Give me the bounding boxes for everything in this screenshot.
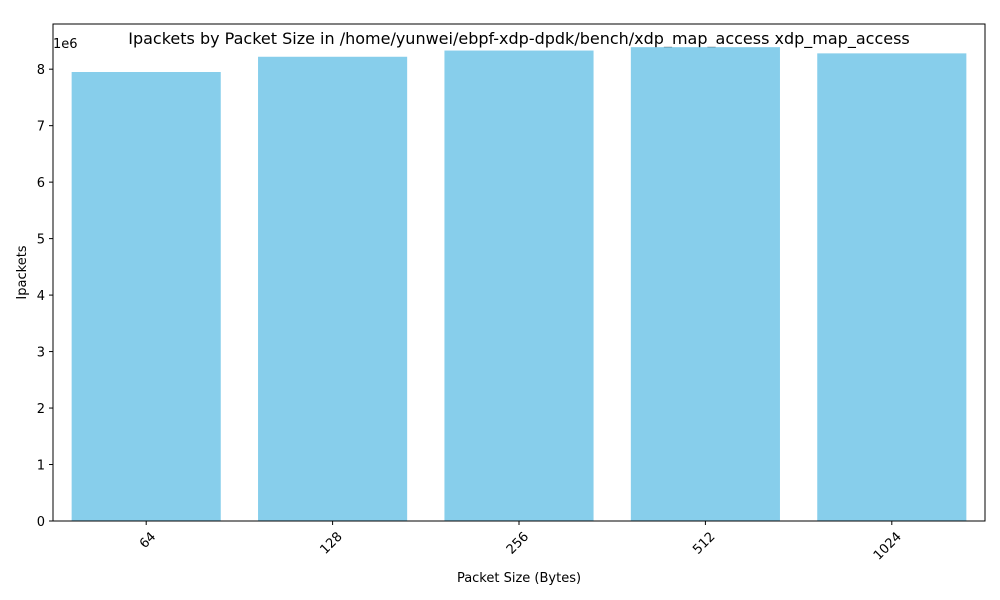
bar-1024	[817, 53, 967, 521]
y-axis-offset-label: 1e6	[53, 37, 78, 52]
y-tick-label: 3	[37, 346, 45, 361]
x-tick-label: 256	[504, 529, 532, 557]
y-tick-label: 2	[37, 402, 45, 417]
x-tick-label: 512	[690, 529, 718, 557]
bar-512	[630, 47, 780, 522]
y-tick-label: 5	[37, 233, 45, 248]
y-tick-label: 1	[37, 459, 45, 474]
y-tick-label: 6	[37, 176, 45, 191]
x-axis-label: Packet Size (Bytes)	[457, 571, 581, 586]
y-axis-label: Ipackets	[15, 245, 30, 299]
x-tick-label: 64	[137, 529, 159, 551]
bar-256	[444, 50, 594, 522]
x-axis-ticks: 64 128 256 512 1024	[137, 521, 905, 563]
x-tick-label: 1024	[871, 529, 905, 563]
x-tick-label: 128	[317, 529, 345, 557]
y-tick-label: 4	[37, 289, 45, 304]
y-tick-label: 0	[37, 515, 45, 530]
y-axis-ticks: 0 1 2 3 4 5 6 7 8	[37, 63, 53, 530]
y-tick-label: 8	[37, 63, 45, 78]
y-tick-label: 7	[37, 120, 45, 135]
bars-group	[71, 47, 967, 522]
plot-frame	[52, 23, 986, 522]
chart-title: Ipackets by Packet Size in /home/yunwei/…	[128, 29, 910, 49]
bar-128	[258, 56, 408, 522]
bar-64	[71, 72, 221, 522]
